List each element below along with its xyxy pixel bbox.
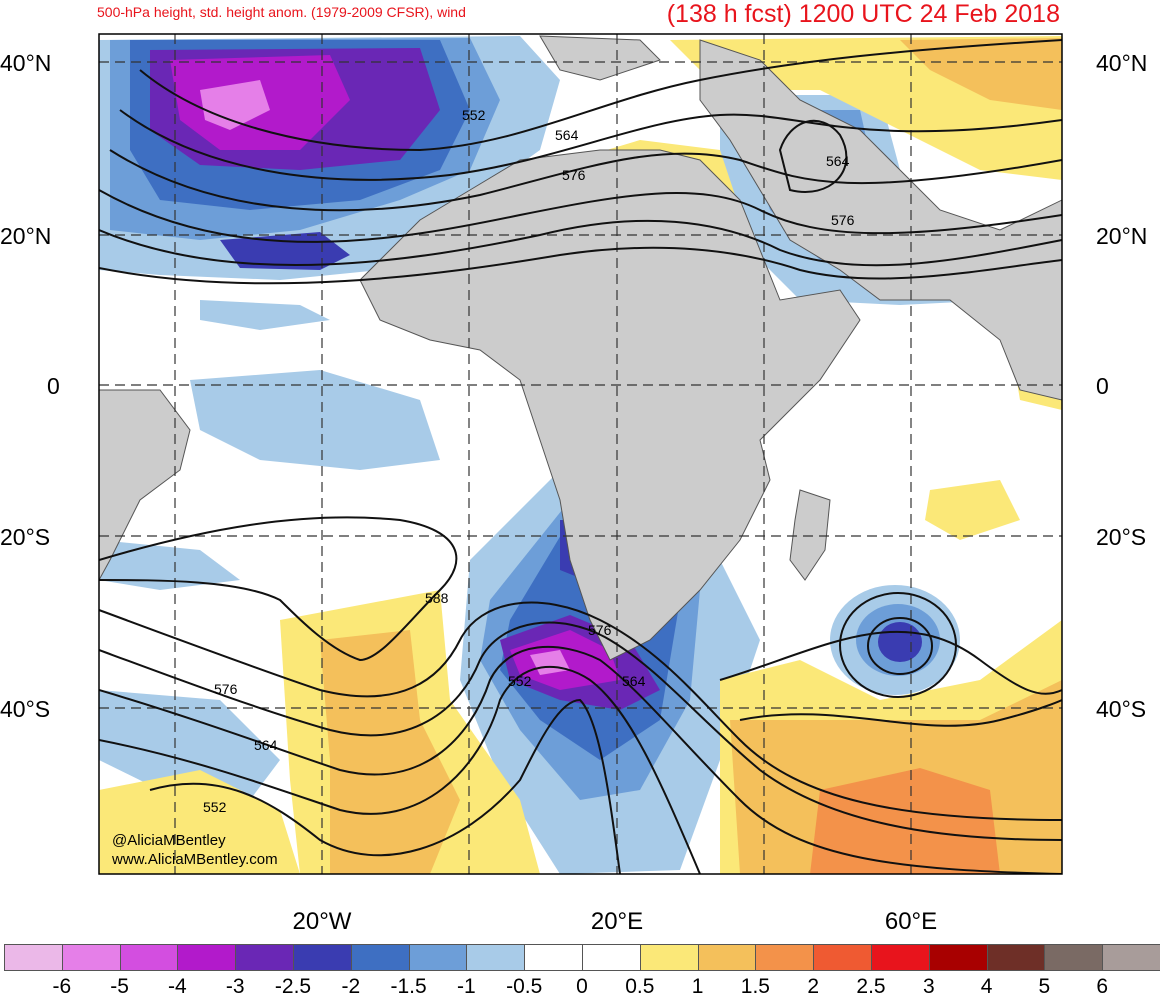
colorbar-label: -0.5	[506, 975, 543, 998]
lat-label-eq-left: 0	[47, 373, 60, 399]
lat-label-eq-right: 0	[1096, 373, 1109, 399]
height-contours	[99, 39, 1062, 874]
colorbar-label: 2.5	[856, 975, 886, 998]
colorbar-label: 1	[691, 975, 704, 998]
contour-label: 552	[462, 107, 486, 123]
lat-label-40n-right: 40°N	[1096, 50, 1148, 76]
colorbar-swatch	[697, 944, 757, 971]
contour-label: 552	[508, 673, 532, 689]
lat-label-40n-left: 40°N	[0, 50, 52, 76]
contour-label: 588	[425, 590, 449, 606]
colorbar-swatch	[4, 944, 63, 971]
contour-label: 564	[826, 153, 850, 169]
lon-label-20w: 20°W	[292, 908, 352, 935]
lon-label-20e: 20°E	[590, 908, 644, 935]
colorbar-label: 5	[1038, 975, 1051, 998]
colorbar-label: -6	[52, 975, 72, 998]
lat-label-20s-left: 20°S	[0, 524, 51, 550]
colorbar-label: -2.5	[274, 975, 312, 998]
land-masses	[99, 35, 1062, 661]
colorbar-swatch	[582, 944, 641, 971]
colorbar-label: -2	[341, 975, 361, 998]
colorbar-swatch	[639, 944, 699, 971]
colorbar-swatch	[466, 944, 526, 971]
colorbar-swatch	[408, 944, 468, 971]
colorbar-label: -1.5	[390, 975, 427, 998]
colorbar-label: 1.5	[740, 975, 770, 998]
colorbar-swatch	[119, 944, 179, 971]
map-title-left: 500-hPa height, std. height anom. (1979-…	[97, 4, 466, 20]
credit-website: www.AliciaMBentley.com	[112, 851, 278, 868]
credit-twitter: @AliciaMBentley	[112, 832, 226, 849]
lat-label-20n-right: 20°N	[1096, 223, 1148, 249]
lat-label-20s-right: 20°S	[1096, 524, 1147, 550]
colorbar-label: -1	[457, 975, 476, 998]
contour-label: 564	[254, 737, 278, 753]
colorbar-label: 0.5	[625, 975, 655, 998]
colorbar-swatch	[235, 944, 294, 971]
map-title-right: (138 h fcst) 1200 UTC 24 Feb 2018	[666, 0, 1060, 28]
contour-labels: 552 564 576 564 576 588 576 564 552 576 …	[203, 107, 855, 815]
colorbar-label: -4	[168, 975, 187, 998]
colorbar-label: 3	[922, 975, 935, 998]
colorbar-swatch	[755, 944, 815, 971]
colorbar-swatch	[1102, 944, 1160, 971]
colorbar-label: 0	[576, 975, 588, 998]
colorbar-label: 4	[980, 975, 993, 998]
colorbar-swatch	[928, 944, 988, 971]
colorbar-swatch	[871, 944, 930, 971]
contour-label: 576	[831, 212, 855, 228]
colorbar-swatch	[813, 944, 872, 971]
colorbar-swatch	[524, 944, 583, 971]
contour-label: 564	[622, 673, 646, 689]
colorbar-label: 2	[807, 975, 820, 998]
lat-label-20n-left: 20°N	[0, 223, 52, 249]
contour-label: 576	[588, 622, 612, 638]
lon-label-60e: 60°E	[884, 908, 938, 935]
colorbar-swatch	[350, 944, 410, 971]
lat-label-40s-right: 40°S	[1096, 696, 1147, 722]
colorbar-swatch	[177, 944, 237, 971]
contour-label: 552	[203, 799, 227, 815]
colorbar-swatch	[61, 944, 121, 971]
contour-label: 576	[214, 681, 238, 697]
contour-label: 576	[562, 167, 586, 183]
colorbar-swatch	[293, 944, 352, 971]
lat-label-40s-left: 40°S	[0, 696, 51, 722]
colorbar-label: -3	[225, 975, 245, 998]
colorbar-swatch	[1044, 944, 1104, 971]
contour-label: 564	[555, 127, 579, 143]
colorbar-swatch	[986, 944, 1046, 971]
colorbar-label: 6	[1096, 975, 1109, 998]
colorbar-label: -5	[110, 975, 129, 998]
